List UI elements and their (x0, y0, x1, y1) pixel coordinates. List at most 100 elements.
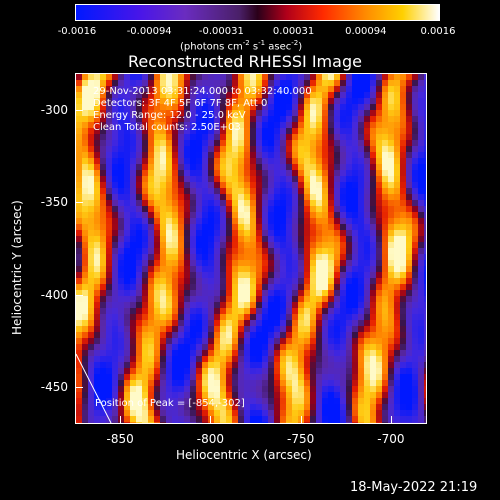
heatmap-cell (142, 116, 148, 122)
heatmap-cell (112, 182, 118, 188)
heatmap-cell (214, 398, 220, 404)
heatmap-cell (334, 314, 340, 320)
heatmap-cell (94, 110, 100, 116)
heatmap-cell (118, 194, 124, 200)
heatmap-cell (400, 134, 406, 140)
heatmap-cell (172, 344, 178, 350)
heatmap-cell (424, 116, 426, 122)
heatmap-cell (298, 182, 304, 188)
heatmap-cell (340, 134, 346, 140)
heatmap-cell (184, 374, 190, 380)
heatmap-cell (166, 116, 172, 122)
heatmap-cell (136, 350, 142, 356)
heatmap-cell (322, 326, 328, 332)
heatmap-cell (358, 116, 364, 122)
heatmap-cell (196, 200, 202, 206)
heatmap-cell (358, 224, 364, 230)
heatmap-cell (88, 314, 94, 320)
heatmap-cell (268, 410, 274, 416)
heatmap-cell (82, 338, 88, 344)
heatmap-cell (382, 188, 388, 194)
heatmap-cell (304, 200, 310, 206)
heatmap-cell (310, 308, 316, 314)
heatmap-cell (202, 380, 208, 386)
heatmap-cell (190, 278, 196, 284)
heatmap-cell (418, 170, 424, 176)
heatmap-cell (226, 410, 232, 416)
heatmap-cell (382, 386, 388, 392)
heatmap-cell (280, 182, 286, 188)
heatmap-cell (298, 296, 304, 302)
heatmap-cell (382, 176, 388, 182)
heatmap-cell (118, 332, 124, 338)
heatmap-cell (238, 224, 244, 230)
heatmap-cell (226, 284, 232, 290)
heatmap-cell (190, 188, 196, 194)
heatmap-cell (238, 80, 244, 86)
heatmap-cell (304, 404, 310, 410)
heatmap-cell (166, 380, 172, 386)
heatmap-cell (208, 224, 214, 230)
heatmap-cell (316, 188, 322, 194)
heatmap-cell (124, 230, 130, 236)
heatmap-cell (196, 392, 202, 398)
heatmap-cell (130, 74, 136, 80)
heatmap-cell (382, 272, 388, 278)
heatmap-cell (196, 302, 202, 308)
heatmap-cell (148, 272, 154, 278)
heatmap-cell (124, 140, 130, 146)
heatmap-cell (292, 110, 298, 116)
heatmap-cell (82, 374, 88, 380)
heatmap-cell (418, 134, 424, 140)
heatmap-cell (226, 164, 232, 170)
heatmap-cell (322, 128, 328, 134)
heatmap-cell (154, 326, 160, 332)
heatmap-cell (418, 242, 424, 248)
heatmap-cell (280, 284, 286, 290)
heatmap-cell (376, 86, 382, 92)
heatmap-cell (196, 404, 202, 410)
heatmap-cell (298, 242, 304, 248)
heatmap-cell (304, 260, 310, 266)
heatmap-cell (88, 350, 94, 356)
heatmap-cell (328, 128, 334, 134)
heatmap-cell (172, 116, 178, 122)
heatmap-cell (208, 158, 214, 164)
heatmap-cell (376, 230, 382, 236)
heatmap-cell (388, 314, 394, 320)
heatmap-cell (310, 296, 316, 302)
heatmap-cell (376, 284, 382, 290)
heatmap-cell (274, 356, 280, 362)
heatmap-cell (262, 326, 268, 332)
heatmap-cell (202, 422, 208, 423)
heatmap-cell (400, 296, 406, 302)
heatmap-cell (280, 338, 286, 344)
heatmap-cell (172, 152, 178, 158)
heatmap-cell (232, 200, 238, 206)
heatmap-cell (184, 320, 190, 326)
heatmap-cell (130, 302, 136, 308)
heatmap-cell (412, 188, 418, 194)
heatmap-cell (418, 236, 424, 242)
heatmap-cell (154, 152, 160, 158)
heatmap-cell (148, 278, 154, 284)
heatmap-cell (352, 302, 358, 308)
heatmap-cell (400, 398, 406, 404)
heatmap-cell (100, 128, 106, 134)
heatmap-cell (292, 314, 298, 320)
heatmap-cell (148, 260, 154, 266)
heatmap-cell (196, 362, 202, 368)
heatmap-cell (160, 170, 166, 176)
heatmap-cell (352, 122, 358, 128)
heatmap-cell (280, 248, 286, 254)
heatmap-cell (220, 200, 226, 206)
heatmap-cell (376, 272, 382, 278)
heatmap-cell (298, 74, 304, 80)
heatmap-cell (130, 272, 136, 278)
heatmap-cell (340, 392, 346, 398)
heatmap-cell (280, 164, 286, 170)
heatmap-cell (214, 308, 220, 314)
heatmap-cell (76, 128, 82, 134)
heatmap-cell (226, 266, 232, 272)
heatmap-cell (412, 182, 418, 188)
